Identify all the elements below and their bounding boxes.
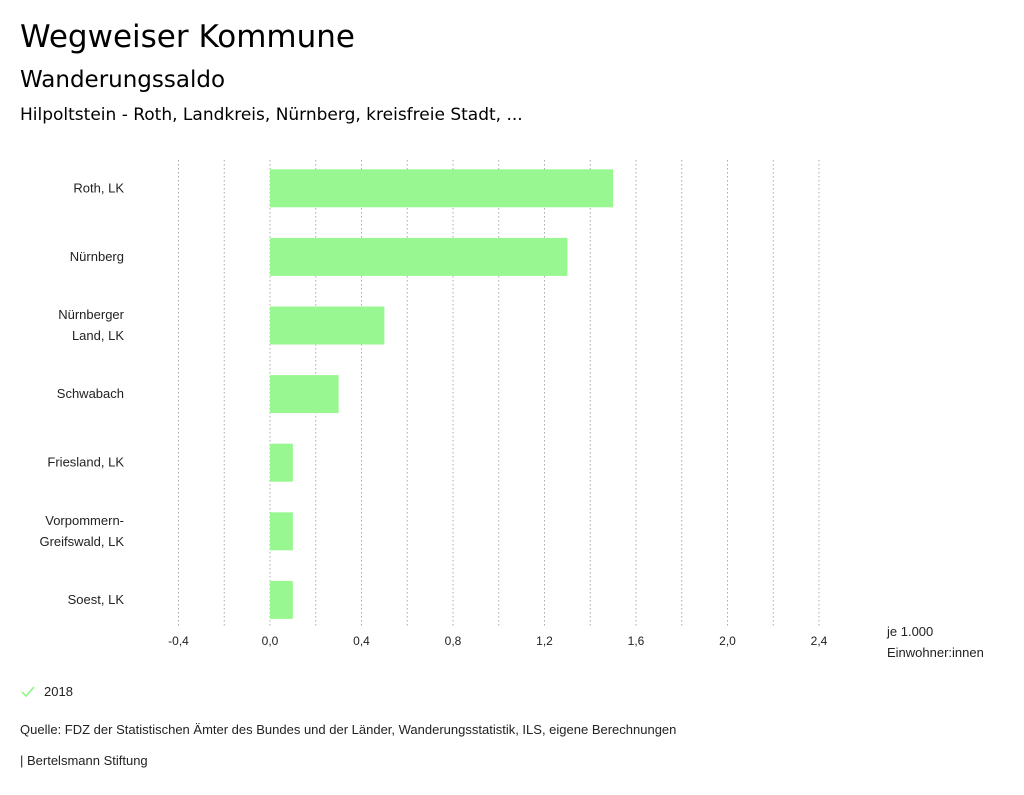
bar[interactable] [270, 375, 339, 414]
x-tick-label: -0,4 [168, 634, 189, 648]
category-label: Schwabach [57, 386, 124, 401]
bar[interactable] [270, 306, 385, 345]
x-tick-label: 1,6 [628, 634, 645, 648]
bar[interactable] [270, 512, 293, 551]
check-icon[interactable] [20, 685, 36, 699]
chart-subtitle: Wanderungssaldo [20, 67, 226, 93]
x-tick-label: 0,4 [353, 634, 370, 648]
category-labels: Roth, LK Nürnberg Nürnberger Land, LK Schwab… [39, 180, 124, 607]
bars[interactable] [270, 169, 614, 619]
x-tick-label: 1,2 [536, 634, 553, 648]
region-selection[interactable]: Hilpoltstein - Roth, Landkreis, Nürnberg… [20, 105, 523, 125]
category-label: Nürnberg [70, 249, 124, 264]
x-tick-label: 2,4 [811, 634, 828, 648]
source-note: Quelle: FDZ der Statistischen Ämter des … [20, 722, 677, 737]
category-label: Nürnberger Land, LK [58, 307, 124, 343]
bar[interactable] [270, 443, 293, 482]
category-label: Roth, LK [73, 180, 124, 195]
x-tick-labels: -0,4 0,0 0,4 0,8 1,2 1,6 2,0 2,4 [168, 634, 828, 648]
bar[interactable] [270, 169, 614, 208]
unit-label-line-2: Einwohner:innen [887, 645, 984, 660]
bar[interactable] [270, 237, 568, 276]
category-label: Vorpommern-Greifswald, LK [39, 513, 124, 549]
bar[interactable] [270, 580, 293, 619]
legend[interactable]: 2018 [20, 684, 73, 699]
x-tick-label: 0,8 [445, 634, 462, 648]
category-label: Friesland, LK [47, 455, 124, 470]
publisher-note: | Bertelsmann Stiftung [20, 753, 148, 768]
page-title: Wegweiser Kommune [20, 19, 355, 55]
unit-label-line-1: je 1.000 [887, 624, 934, 639]
x-tick-label: 2,0 [719, 634, 736, 648]
category-label: Soest, LK [68, 592, 125, 607]
legend-label: 2018 [44, 684, 73, 699]
unit-label: je 1.000 Einwohner:innen [887, 621, 1017, 663]
x-tick-label: 0,0 [262, 634, 279, 648]
